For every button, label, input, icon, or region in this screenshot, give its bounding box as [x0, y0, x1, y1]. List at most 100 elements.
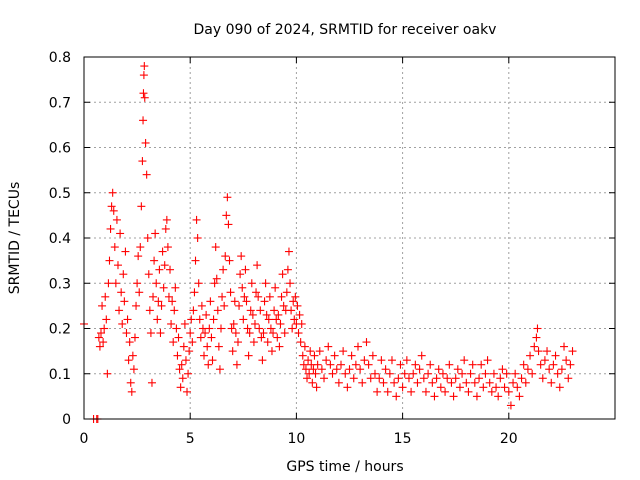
- data-point: [211, 243, 220, 252]
- data-point: [296, 338, 305, 347]
- data-point: [297, 319, 306, 328]
- data-point: [180, 319, 189, 328]
- data-point: [125, 338, 134, 347]
- data-point: [184, 369, 193, 378]
- data-point: [332, 365, 341, 374]
- data-point: [164, 292, 173, 301]
- data-point: [136, 243, 145, 252]
- data-point: [287, 306, 296, 315]
- data-point: [112, 215, 121, 224]
- data-point: [233, 338, 242, 347]
- data-point: [201, 329, 210, 338]
- y-tick-label: 0.4: [49, 231, 71, 247]
- data-point: [366, 374, 375, 383]
- data-point: [266, 324, 275, 333]
- data-point: [144, 270, 153, 279]
- data-point: [477, 360, 486, 369]
- data-point: [375, 374, 384, 383]
- data-point: [206, 297, 215, 306]
- data-point: [436, 383, 445, 392]
- data-point: [400, 369, 409, 378]
- data-point: [392, 392, 401, 401]
- data-point: [447, 378, 456, 387]
- data-point: [500, 383, 509, 392]
- data-point: [496, 374, 505, 383]
- data-point: [223, 193, 232, 202]
- data-point: [226, 288, 235, 297]
- data-point: [208, 356, 217, 365]
- data-point: [253, 261, 262, 270]
- data-point: [141, 138, 150, 147]
- data-point: [320, 374, 329, 383]
- data-point: [438, 369, 447, 378]
- y-tick-label: 0.1: [49, 367, 71, 383]
- data-point: [183, 387, 192, 396]
- data-point: [557, 365, 566, 374]
- data-point: [309, 365, 318, 374]
- data-point: [224, 220, 233, 229]
- data-point: [315, 347, 324, 356]
- data-point: [519, 360, 528, 369]
- data-point: [353, 342, 362, 351]
- data-point: [246, 306, 255, 315]
- data-point: [163, 243, 172, 252]
- data-point: [138, 157, 147, 166]
- data-point: [137, 202, 146, 211]
- data-point: [202, 310, 211, 319]
- data-point: [186, 329, 195, 338]
- data-point: [243, 324, 252, 333]
- chart-title: Day 090 of 2024, SRMTID for receiver oak…: [194, 22, 497, 38]
- data-point: [179, 342, 188, 351]
- data-point: [481, 369, 490, 378]
- data-point: [101, 292, 110, 301]
- data-point: [108, 188, 117, 197]
- data-point: [398, 383, 407, 392]
- data-point: [487, 387, 496, 396]
- data-point: [238, 283, 247, 292]
- data-point: [274, 310, 283, 319]
- data-point: [150, 256, 159, 265]
- data-point: [213, 306, 222, 315]
- data-point: [161, 224, 170, 233]
- data-point: [368, 351, 377, 360]
- data-point: [261, 279, 270, 288]
- data-point: [351, 360, 360, 369]
- data-point: [194, 279, 203, 288]
- data-point: [130, 333, 139, 342]
- data-point: [286, 279, 295, 288]
- data-point: [270, 306, 279, 315]
- data-point: [326, 360, 335, 369]
- data-point: [169, 338, 178, 347]
- data-point: [176, 383, 185, 392]
- y-tick-label: 0.2: [49, 322, 71, 338]
- y-tick-label: 0.3: [49, 276, 71, 292]
- data-point: [118, 319, 127, 328]
- data-point: [271, 283, 280, 292]
- data-point: [212, 274, 221, 283]
- data-point: [104, 279, 113, 288]
- data-point: [485, 378, 494, 387]
- data-point: [252, 288, 261, 297]
- data-point: [349, 374, 358, 383]
- data-point: [417, 351, 426, 360]
- data-point: [244, 351, 253, 360]
- data-point: [411, 360, 420, 369]
- data-point: [134, 252, 143, 261]
- data-point: [140, 93, 149, 102]
- data-point: [536, 360, 545, 369]
- data-point: [498, 365, 507, 374]
- data-point: [143, 234, 152, 242]
- data-point: [191, 256, 200, 265]
- data-point: [152, 279, 161, 288]
- data-point: [458, 369, 467, 378]
- data-point: [205, 324, 214, 333]
- data-point: [254, 292, 263, 301]
- data-point: [129, 365, 138, 374]
- data-point: [310, 351, 319, 360]
- data-point: [526, 351, 535, 360]
- data-point: [124, 356, 133, 365]
- data-point: [390, 378, 399, 387]
- data-point: [171, 283, 180, 292]
- data-point: [407, 387, 416, 396]
- data-point: [492, 383, 501, 392]
